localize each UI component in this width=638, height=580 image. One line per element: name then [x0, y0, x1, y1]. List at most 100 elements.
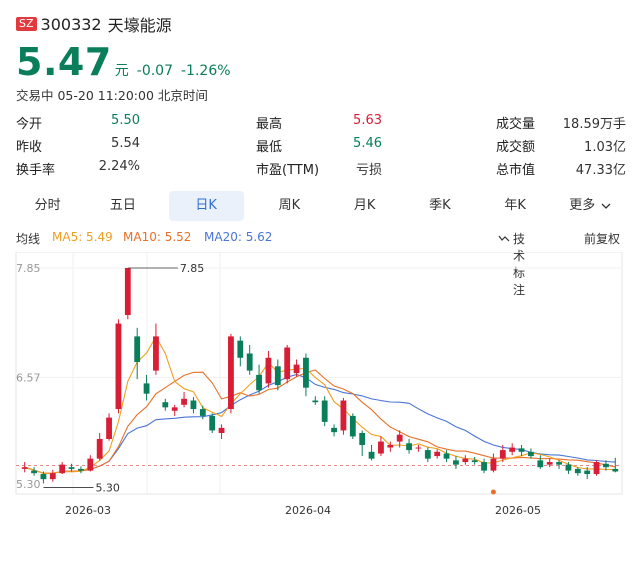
- candle-body: [340, 400, 347, 431]
- tab-yearly-k[interactable]: 年K: [504, 198, 526, 213]
- tab-daily-k[interactable]: 日K: [168, 191, 244, 221]
- candle-body: [228, 336, 234, 410]
- ma-legend: 均线 MA5: 5.49 MA10: 5.52 MA20: 5.62 技术标注 …: [16, 230, 626, 297]
- candle-body: [368, 451, 375, 459]
- ma20-value: MA20: 5.62: [204, 230, 273, 244]
- candle-body: [499, 450, 506, 459]
- chart-axes: 7.85 6.57 5.30 2026-03 2026-04 2026-05: [16, 262, 541, 517]
- tab-more[interactable]: 更多: [553, 191, 628, 221]
- stats-grid: 今开 5.50 最高 5.63 成交量 18.59万手 昨收 5.54 最低 5…: [16, 113, 626, 182]
- candle-body: [209, 415, 216, 431]
- current-price: 5.47: [16, 40, 112, 84]
- candle-body: [349, 415, 356, 437]
- candle-body: [303, 357, 309, 388]
- candle-body: [190, 400, 197, 410]
- stats-row: 今开 5.50 最高 5.63 成交量 18.59万手: [16, 113, 626, 136]
- stat-label: 昨收: [16, 140, 43, 155]
- price-unit: 元: [114, 63, 129, 79]
- kline-chart[interactable]: 7.85 5.30 7.85 6.57 5.30 2026-03 2026-04 2026-…: [0, 252, 638, 520]
- stat-label: 换手率: [16, 163, 56, 178]
- candle-body: [528, 451, 534, 457]
- candle-body: [434, 451, 441, 457]
- candle-body: [59, 464, 66, 474]
- stats-row: 昨收 5.54 最低 5.46 成交额 1.03亿: [16, 136, 626, 159]
- candle-body: [153, 336, 159, 371]
- candle-body: [509, 447, 516, 452]
- candle-body: [593, 462, 600, 475]
- stat-value: 亏损: [355, 163, 382, 178]
- candle-body: [237, 340, 244, 358]
- price-change-pct: -1.26%: [181, 63, 231, 79]
- stat-label: 总市值: [496, 163, 536, 178]
- y-tick-label: 7.85: [16, 262, 41, 275]
- candle-body: [565, 464, 572, 471]
- adjust-forward-button[interactable]: 前复权: [584, 232, 621, 246]
- low-marker-label: 5.30: [95, 481, 120, 494]
- stat-label: 最低: [256, 140, 283, 155]
- candle-body: [162, 402, 169, 408]
- candles: [21, 268, 619, 484]
- tab-five-day[interactable]: 五日: [109, 198, 136, 213]
- candle-body: [284, 347, 291, 380]
- candle-body: [396, 434, 403, 442]
- tab-intraday[interactable]: 分时: [34, 198, 61, 213]
- candle-body: [415, 447, 422, 449]
- market-badge: SZ: [16, 17, 37, 31]
- candle-body: [612, 468, 619, 472]
- candle-body: [218, 427, 225, 433]
- tab-quarterly-k[interactable]: 季K: [429, 198, 451, 213]
- stock-code: 300332: [40, 14, 102, 34]
- stat-value: 5.46: [353, 136, 382, 151]
- stat-label: 市盈(TTM): [256, 163, 320, 178]
- candle-body: [312, 400, 319, 403]
- tab-weekly-k[interactable]: 周K: [278, 198, 301, 213]
- tab-more-label: 更多: [569, 198, 596, 213]
- candle-body: [40, 474, 47, 480]
- y-tick-label: 5.30: [16, 478, 41, 491]
- candle-body: [171, 407, 178, 411]
- candle-body: [265, 357, 272, 384]
- ma5-value: MA5: 5.49: [52, 230, 113, 244]
- high-marker-label: 7.85: [180, 262, 205, 275]
- candle-body: [256, 374, 262, 391]
- ma10-line: [24, 369, 616, 474]
- candle-body: [181, 398, 187, 405]
- candle-body: [424, 450, 431, 459]
- candle-body: [68, 467, 75, 469]
- ma5-line: [24, 335, 616, 474]
- price-row: 5.47 元 -0.07 -1.26%: [16, 40, 231, 84]
- candle-body: [490, 458, 497, 471]
- candle-body: [115, 323, 122, 410]
- candle-body: [199, 409, 206, 416]
- indicator-icon: [498, 235, 510, 241]
- stat-label: 成交额: [496, 140, 536, 155]
- y-tick-label: 6.57: [16, 371, 41, 384]
- candle-body: [546, 462, 553, 465]
- stats-row: 换手率 2.24% 市盈(TTM) 亏损 总市值 47.33亿: [16, 159, 626, 182]
- candle-body: [359, 432, 366, 445]
- x-tick-label: 2026-05: [495, 504, 541, 517]
- candle-body: [246, 353, 253, 371]
- stat-label: 最高: [256, 117, 283, 132]
- candle-body: [321, 400, 328, 422]
- chevron-down-icon: [601, 203, 611, 209]
- technical-annotation-button[interactable]: 技术标注: [498, 230, 525, 297]
- candle-body: [106, 417, 112, 439]
- candle-body: [462, 458, 469, 463]
- stat-value: 5.50: [111, 113, 140, 128]
- candle-body: [49, 473, 56, 480]
- candle-body: [574, 468, 581, 474]
- ma-label: 均线: [16, 232, 41, 246]
- candle-body: [31, 470, 37, 474]
- candle-body: [143, 383, 150, 394]
- candle-body: [87, 458, 94, 471]
- candle-body: [78, 468, 84, 471]
- x-tick-label: 2026-03: [65, 504, 111, 517]
- tab-monthly-k[interactable]: 月K: [353, 198, 376, 213]
- candle-body: [453, 460, 459, 465]
- stat-value: 5.63: [353, 113, 382, 128]
- ma10-value: MA10: 5.52: [123, 230, 192, 244]
- stock-name: 天壕能源: [107, 16, 172, 35]
- candle-body: [537, 460, 544, 468]
